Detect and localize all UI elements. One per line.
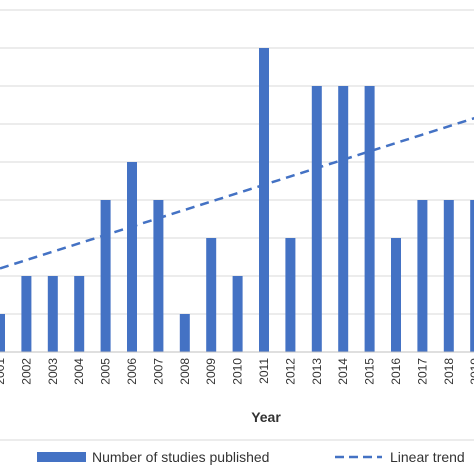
legend-label-bars: Number of studies published <box>92 449 269 465</box>
bar-2004 <box>74 276 85 352</box>
bar-2014 <box>338 86 349 352</box>
bar-2007 <box>153 200 164 352</box>
bar-2017 <box>417 200 428 352</box>
bar-2002 <box>21 276 32 352</box>
x-tick-labels: 2001 2002 2003 2004 2005 2006 2007 2008 2009 2010… <box>0 358 474 385</box>
x-tick-label: 2011 <box>257 358 271 384</box>
bar-2005 <box>100 200 111 352</box>
x-tick-label: 2006 <box>125 358 139 385</box>
x-tick-label: 2015 <box>363 358 377 385</box>
trend-line <box>0 116 474 270</box>
bar-2018 <box>443 200 454 352</box>
x-tick-label: 2018 <box>442 358 456 385</box>
x-tick-label: 2014 <box>336 358 350 385</box>
bar-2006 <box>127 162 137 352</box>
legend: Number of studies published Linear trend <box>37 449 465 465</box>
bars <box>0 48 474 352</box>
bar-2010 <box>232 276 243 352</box>
x-tick-label: 2003 <box>46 358 60 385</box>
bar-2012 <box>285 238 296 352</box>
bar-2003 <box>47 276 58 352</box>
bar-2016 <box>391 238 401 352</box>
x-tick-label: 2016 <box>389 358 403 385</box>
x-tick-label: 2008 <box>178 358 192 385</box>
bar-2009 <box>206 238 217 352</box>
x-tick-label: 2005 <box>99 358 113 385</box>
bar-2019 <box>470 200 474 352</box>
x-tick-label: 2007 <box>151 358 165 385</box>
x-tick-label: 2013 <box>310 358 324 385</box>
bar-2011 <box>259 48 269 352</box>
bar-2008 <box>179 314 190 352</box>
x-tick-label: 2012 <box>283 358 297 385</box>
bar-2015 <box>364 86 375 352</box>
x-tick-label: 2004 <box>72 358 86 385</box>
bar-2001 <box>0 314 5 352</box>
x-tick-label: 2002 <box>19 358 33 385</box>
legend-label-trend: Linear trend <box>390 449 465 465</box>
bar-2013 <box>311 86 322 352</box>
x-axis-title: Year <box>251 409 281 425</box>
x-tick-label: 2001 <box>0 358 7 385</box>
x-tick-label: 2017 <box>415 358 429 385</box>
x-tick-label: 2009 <box>204 358 218 385</box>
legend-bar-swatch <box>37 452 86 462</box>
x-tick-label: 2010 <box>231 358 245 385</box>
x-tick-label: 2019 <box>468 358 474 385</box>
gridlines <box>0 9 474 315</box>
